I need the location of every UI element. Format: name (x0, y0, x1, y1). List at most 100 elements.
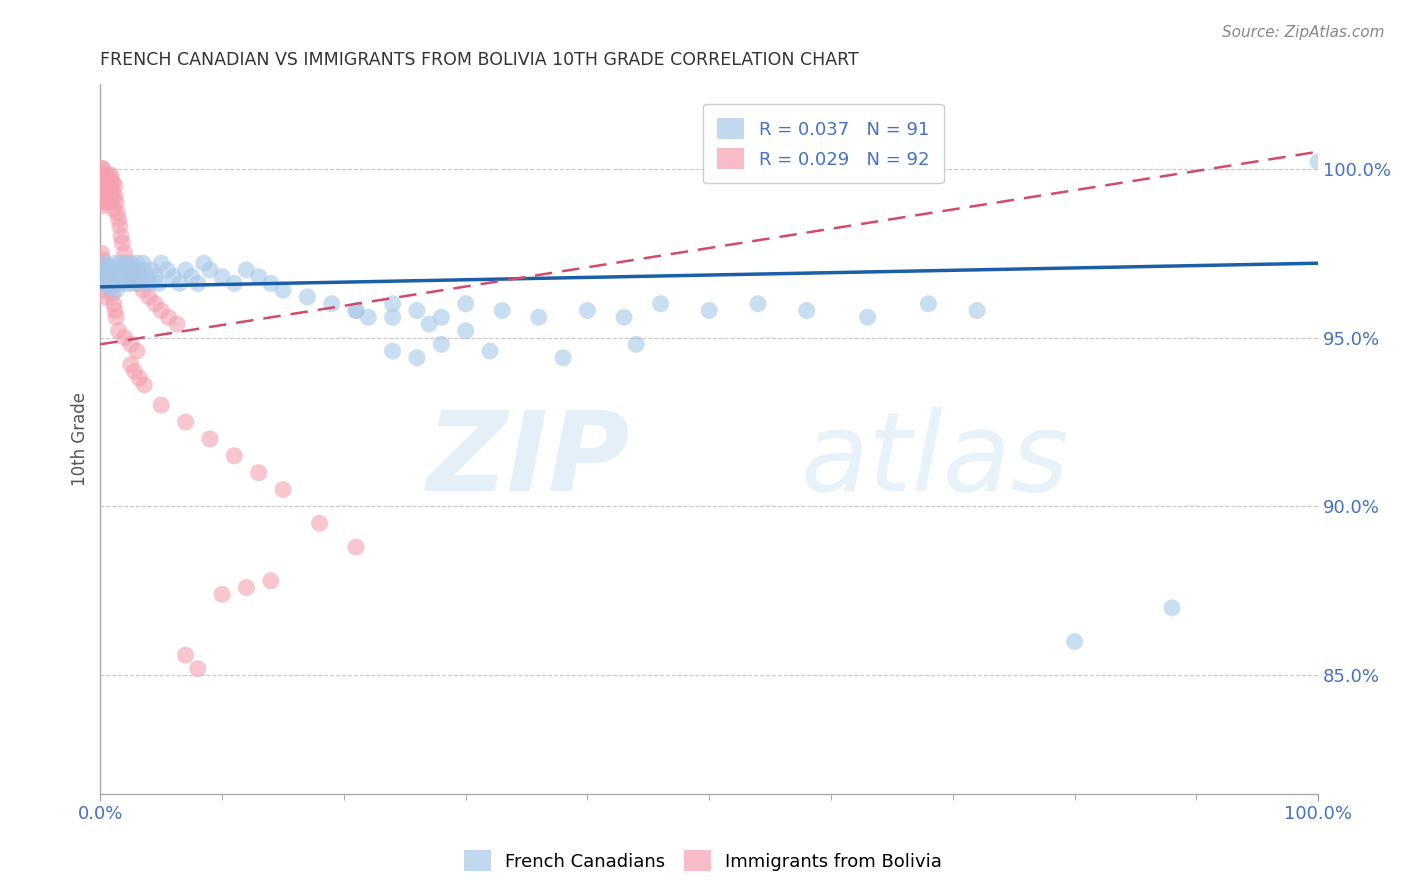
Point (148, 277, 170, 291)
Point (114, 263, 136, 277)
Point (107, 324, 129, 338)
Point (321, 297, 343, 311)
Point (193, 256, 215, 270)
Point (104, 303, 127, 318)
Point (271, 283, 294, 297)
Point (115, 269, 138, 284)
Point (108, 256, 131, 270)
Point (121, 277, 143, 291)
Point (91, 171, 114, 186)
Point (107, 269, 129, 284)
Point (90, 246, 112, 260)
Legend: French Canadians, Immigrants from Bolivia: French Canadians, Immigrants from Bolivi… (457, 843, 949, 879)
Point (162, 269, 184, 284)
Point (103, 273, 125, 287)
Point (430, 337, 453, 351)
Point (796, 303, 818, 318)
Point (129, 269, 152, 284)
Point (260, 574, 283, 588)
Point (105, 205, 128, 219)
Point (93, 269, 115, 284)
Point (174, 415, 197, 429)
Point (100, 178, 122, 193)
Point (247, 269, 270, 284)
Point (856, 310, 879, 325)
Point (454, 324, 477, 338)
Point (93, 277, 115, 291)
Point (101, 175, 124, 189)
Point (108, 219, 131, 233)
Point (94, 186, 117, 200)
Point (134, 263, 156, 277)
Point (93, 256, 115, 270)
Point (104, 256, 127, 270)
Point (96, 186, 118, 200)
Point (90, 263, 112, 277)
Point (917, 297, 939, 311)
Point (344, 303, 367, 318)
Point (187, 662, 209, 676)
Point (553, 351, 575, 365)
Point (406, 303, 429, 318)
Point (430, 310, 453, 325)
Point (100, 280, 122, 294)
Point (150, 256, 173, 270)
Point (107, 212, 129, 227)
Point (180, 269, 202, 284)
Point (91, 263, 114, 277)
Point (344, 540, 367, 554)
Point (93, 186, 115, 200)
Point (120, 337, 142, 351)
Point (105, 263, 128, 277)
Point (117, 263, 139, 277)
Point (624, 337, 647, 351)
Point (90, 175, 112, 189)
Point (104, 269, 127, 284)
Point (93, 169, 115, 183)
Point (98, 175, 121, 189)
Point (235, 263, 257, 277)
Point (966, 303, 988, 318)
Point (94, 266, 117, 280)
Point (97, 169, 120, 183)
Point (1063, 634, 1085, 648)
Point (576, 303, 599, 318)
Point (124, 269, 146, 284)
Point (93, 178, 115, 193)
Point (120, 263, 142, 277)
Point (344, 303, 367, 318)
Point (150, 303, 173, 318)
Point (211, 269, 233, 284)
Point (105, 310, 128, 325)
Point (1161, 600, 1184, 615)
Text: ZIP: ZIP (426, 407, 630, 514)
Point (211, 587, 233, 601)
Point (120, 358, 142, 372)
Point (224, 449, 246, 463)
Point (157, 310, 180, 325)
Point (150, 398, 173, 412)
Point (96, 169, 118, 183)
Legend: R = 0.037   N = 91, R = 0.029   N = 92: R = 0.037 N = 91, R = 0.029 N = 92 (703, 103, 943, 184)
Point (98, 192, 121, 206)
Point (169, 277, 191, 291)
Point (103, 202, 125, 216)
Point (124, 364, 146, 378)
Point (111, 269, 134, 284)
Point (114, 330, 136, 344)
Point (260, 277, 283, 291)
Point (94, 192, 117, 206)
Point (406, 351, 429, 365)
Point (143, 269, 166, 284)
Point (118, 269, 141, 284)
Point (105, 283, 128, 297)
Point (91, 199, 114, 213)
Point (174, 263, 197, 277)
Text: atlas: atlas (800, 407, 1069, 514)
Point (112, 256, 135, 270)
Point (115, 277, 138, 291)
Point (101, 186, 124, 200)
Point (91, 182, 114, 196)
Point (747, 297, 769, 311)
Point (97, 175, 120, 189)
